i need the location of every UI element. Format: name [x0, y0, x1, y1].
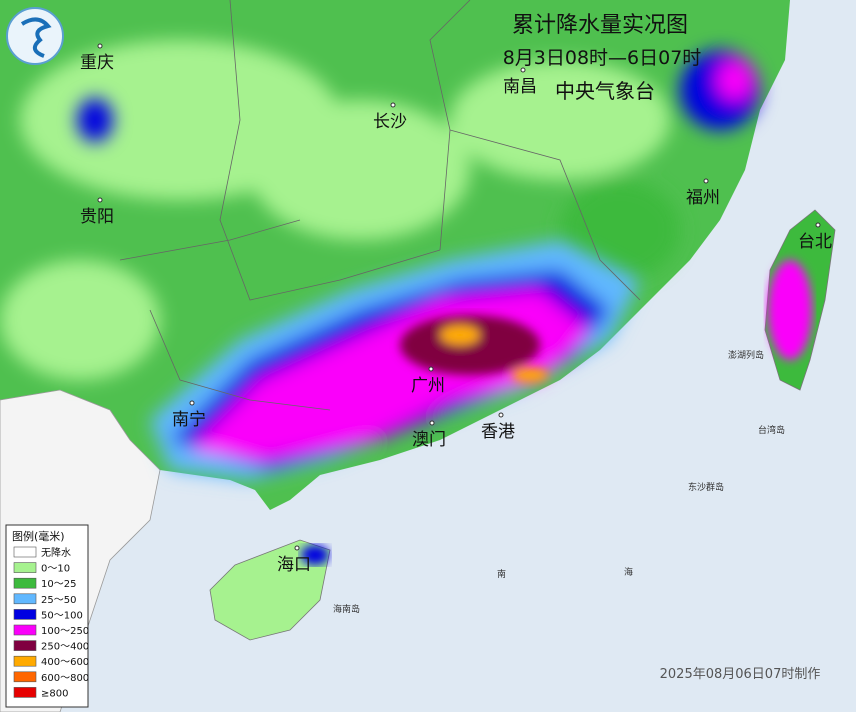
city-dot — [390, 102, 396, 108]
place-label: 南 — [497, 568, 506, 580]
city-dot — [428, 366, 434, 372]
city-dot — [189, 400, 195, 406]
legend-swatch — [13, 624, 37, 636]
legend-swatch — [13, 671, 37, 683]
legend-label: 10～25 — [41, 579, 76, 590]
legend-title: 图例(毫米) — [12, 529, 65, 543]
city-dot — [703, 178, 709, 184]
rain-core — [400, 315, 548, 382]
logo-mark — [20, 17, 52, 58]
legend-label: 25～50 — [41, 595, 76, 606]
legend-swatch — [13, 687, 37, 698]
legend-label: 无降水 — [41, 546, 71, 559]
place-label: 台湾岛 — [758, 424, 785, 436]
legend-label: 50～100 — [41, 610, 83, 621]
city-dot — [498, 412, 504, 418]
city-dot — [97, 43, 103, 49]
city-label: 南宁 — [172, 410, 206, 430]
rain-light — [0, 40, 680, 380]
city-dot — [97, 197, 103, 203]
logo — [6, 7, 64, 65]
place-label: 东沙群岛 — [688, 481, 724, 493]
taiwan-rain — [768, 260, 812, 360]
legend-swatch — [13, 593, 37, 605]
legend-label: ≥800 — [41, 688, 68, 699]
city-dot — [815, 222, 821, 228]
footer: 2025年08月06日07时制作 — [660, 667, 821, 682]
place-label: 海南岛 — [333, 603, 360, 615]
city-label: 海口 — [277, 555, 311, 575]
legend-swatch — [13, 562, 37, 573]
city-label: 南昌 — [503, 77, 537, 97]
city-dot — [520, 67, 526, 73]
legend-swatch — [13, 655, 37, 667]
legend-swatch — [13, 577, 37, 589]
city-label: 福州 — [686, 188, 720, 208]
city-label: 香港 — [481, 422, 515, 442]
city-label: 台北 — [798, 232, 832, 252]
city-label: 贵阳 — [80, 207, 114, 227]
legend-swatch — [13, 546, 37, 558]
title: 累计降水量实况图 — [512, 13, 688, 38]
legend-label: 250～400 — [41, 642, 89, 653]
legend-swatch — [13, 640, 37, 651]
place-label: 海 — [624, 566, 633, 578]
city-label: 澳门 — [412, 430, 446, 450]
city-label: 重庆 — [80, 53, 114, 73]
city-dot — [429, 420, 435, 426]
period: 8月3日08时—6日07时 — [503, 47, 702, 69]
legend-label: 400～600 — [41, 657, 89, 668]
legend-label: 100～250 — [41, 626, 89, 637]
legend-label: 600～800 — [41, 673, 89, 684]
borders — [119, 0, 641, 411]
city-dot — [294, 545, 300, 551]
agency: 中央气象台 — [555, 79, 655, 103]
hainan-rain — [301, 545, 329, 565]
city-label: 广州 — [411, 376, 445, 396]
city-label: 长沙 — [373, 112, 407, 132]
hainan — [209, 539, 331, 641]
legend-swatch — [13, 609, 37, 620]
legend-label: 0～10 — [41, 564, 70, 575]
place-label: 澎湖列岛 — [728, 349, 764, 361]
